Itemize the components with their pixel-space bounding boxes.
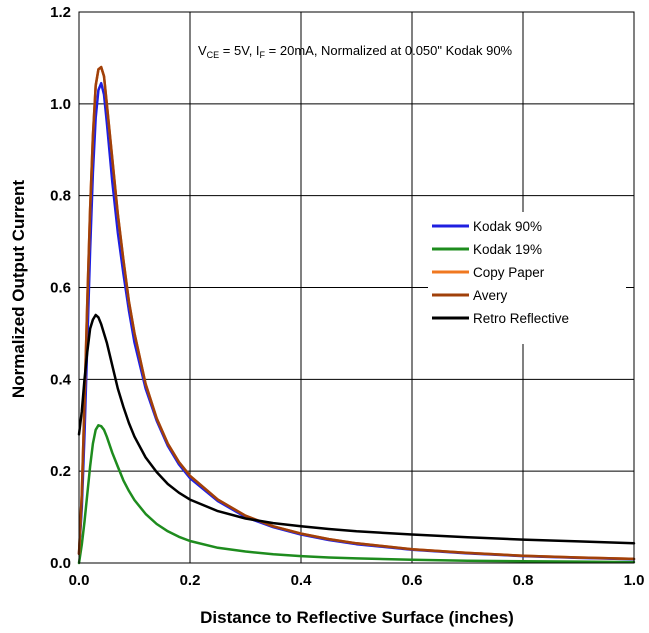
x-tick-labels: 0.0 0.2 0.4 0.6 0.8 1.0 xyxy=(69,572,645,589)
y-tick-label: 0.4 xyxy=(50,371,72,388)
y-tick-label: 0.2 xyxy=(50,463,71,480)
y-tick-labels: 0.0 0.2 0.4 0.6 0.8 1.0 1.2 xyxy=(50,4,72,572)
x-tick-label: 0.2 xyxy=(180,572,201,589)
x-axis-title: Distance to Reflective Surface (inches) xyxy=(200,608,514,627)
conditions-annotation: VCE = 5V, IF = 20mA, Normalized at 0.050… xyxy=(198,43,513,60)
legend-label: Kodak 90% xyxy=(473,219,542,234)
series-line xyxy=(77,313,636,545)
legend-box xyxy=(428,212,626,344)
legend-label: Kodak 19% xyxy=(473,242,542,257)
x-tick-label: 0.6 xyxy=(402,572,423,589)
plot-frame xyxy=(78,11,635,564)
y-tick-label: 0.0 xyxy=(50,555,71,572)
x-tick-label: 0.0 xyxy=(69,572,90,589)
y-axis-title: Normalized Output Current xyxy=(9,180,28,399)
legend-label: Retro Reflective xyxy=(473,311,569,326)
series-line xyxy=(77,424,636,565)
x-tick-label: 0.4 xyxy=(291,572,313,589)
x-tick-label: 0.8 xyxy=(513,572,534,589)
series-line xyxy=(77,65,636,561)
y-tick-label: 1.0 xyxy=(50,96,71,113)
legend: Kodak 90% Kodak 19% Copy Paper Avery Retro R… xyxy=(428,212,626,344)
y-tick-label: 0.6 xyxy=(50,280,71,297)
series-lines xyxy=(77,65,636,565)
legend-label: Copy Paper xyxy=(473,265,545,280)
y-tick-label: 1.2 xyxy=(50,4,71,21)
x-tick-label: 1.0 xyxy=(624,572,645,589)
legend-label: Avery xyxy=(473,288,508,303)
y-tick-label: 0.8 xyxy=(50,188,71,205)
